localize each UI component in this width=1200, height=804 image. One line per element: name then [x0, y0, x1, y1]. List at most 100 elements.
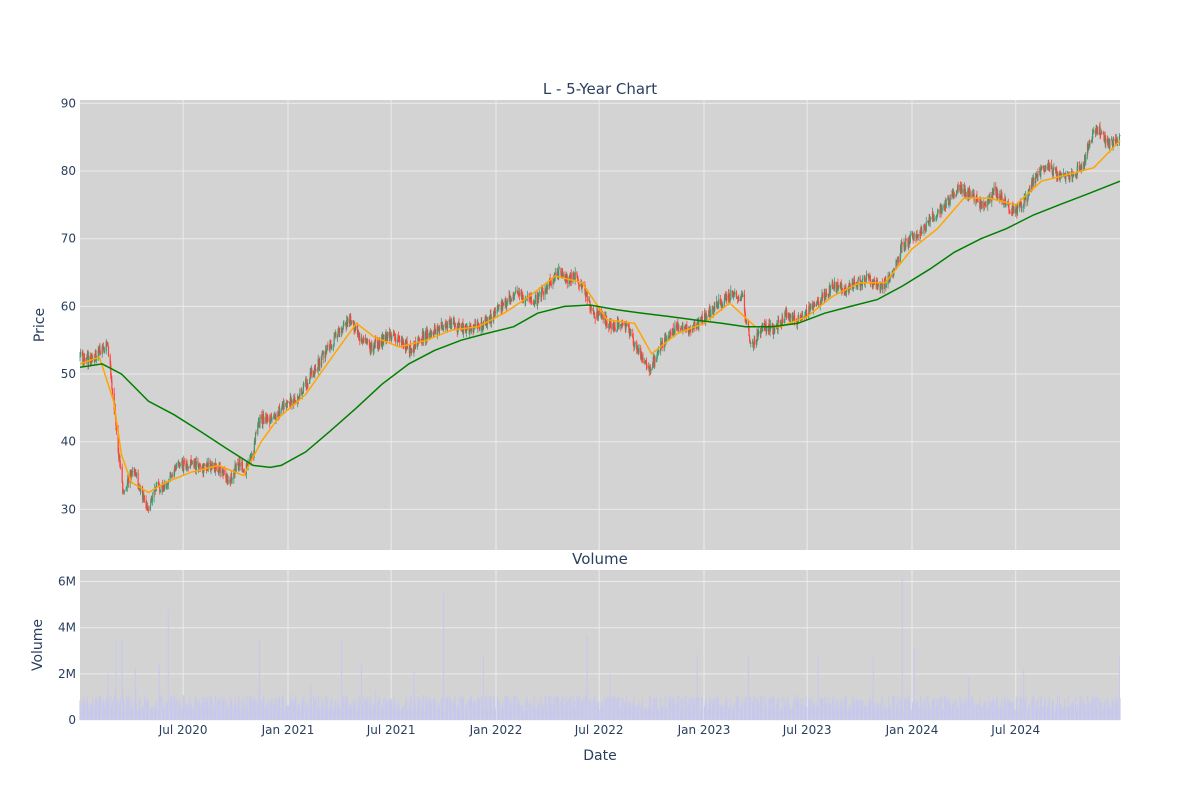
volume-bar	[842, 710, 843, 720]
candlestick-body	[351, 320, 352, 322]
candlestick-body	[461, 324, 462, 331]
candlestick-body	[192, 461, 193, 463]
candlestick-body	[599, 311, 600, 316]
volume-bar	[148, 701, 149, 720]
volume-bar	[718, 705, 719, 720]
volume-y-tick-label: 6M	[58, 575, 76, 589]
candlestick	[1013, 206, 1014, 214]
price-y-tick-label: 80	[61, 164, 76, 178]
candlestick-body	[666, 339, 667, 340]
candlestick-body	[435, 329, 436, 334]
candlestick-body	[733, 295, 734, 298]
candlestick-body	[361, 338, 362, 340]
candlestick-body	[407, 347, 408, 348]
candlestick-body	[993, 187, 994, 191]
volume-bar	[248, 708, 249, 720]
candlestick-body	[180, 465, 181, 466]
volume-bar	[260, 698, 261, 720]
candlestick-body	[726, 295, 727, 300]
volume-bar	[790, 710, 791, 720]
candlestick-body	[387, 332, 388, 338]
volume-bar	[762, 707, 763, 720]
volume-bar	[571, 696, 572, 720]
candlestick-body	[754, 339, 755, 345]
volume-bar	[108, 699, 109, 720]
volume-bar	[894, 696, 895, 720]
candlestick-body	[954, 193, 955, 197]
volume-bar	[646, 710, 647, 720]
volume-bar	[778, 698, 779, 720]
volume-bar	[726, 699, 727, 720]
volume-bar	[798, 702, 799, 720]
candlestick-body	[172, 475, 173, 476]
volume-bar	[120, 698, 121, 720]
volume-bar	[615, 699, 616, 720]
candlestick-body	[188, 467, 189, 468]
candlestick-body	[451, 324, 452, 329]
volume-bar	[104, 707, 105, 720]
candlestick-body	[427, 331, 428, 338]
volume-bar	[730, 705, 731, 720]
volume-bar	[850, 708, 851, 720]
candlestick-body	[595, 318, 596, 319]
volume-bar	[882, 709, 883, 720]
candlestick-body	[547, 285, 548, 291]
volume-bar	[164, 709, 165, 720]
volume-bar	[271, 700, 272, 720]
volume-bar	[686, 704, 687, 720]
candlestick-body	[774, 328, 775, 332]
candlestick-body	[898, 257, 899, 263]
volume-bar	[838, 708, 839, 720]
volume-bar	[595, 697, 596, 720]
volume-bar	[487, 709, 488, 720]
candlestick-body	[176, 463, 177, 469]
candlestick-body	[319, 361, 320, 367]
candlestick-body	[910, 235, 911, 243]
candlestick-body	[1032, 178, 1033, 186]
candlestick-body	[271, 419, 272, 420]
volume-bar	[307, 704, 308, 720]
volume-bar	[507, 695, 508, 720]
volume-bar	[188, 704, 189, 720]
volume-bar	[806, 707, 807, 720]
volume-bar	[459, 696, 460, 720]
volume-bar	[403, 705, 404, 720]
candlestick-body	[419, 338, 420, 340]
candlestick-body	[838, 285, 839, 289]
candlestick-body	[327, 345, 328, 346]
volume-bar	[371, 709, 372, 720]
candlestick-body	[579, 284, 580, 286]
candlestick-body	[307, 384, 308, 385]
volume-bar	[862, 700, 863, 720]
volume-bar	[200, 708, 201, 720]
volume-bar	[347, 702, 348, 720]
volume-bar	[511, 700, 512, 720]
volume-bar	[722, 707, 723, 720]
volume-bar	[423, 695, 424, 720]
candlestick-body	[882, 283, 883, 289]
candlestick	[236, 462, 237, 472]
volume-y-tick-label: 0	[68, 713, 76, 727]
candlestick-body	[279, 411, 280, 414]
price-y-tick-label: 90	[61, 96, 76, 110]
volume-bar	[814, 707, 815, 720]
candlestick-body	[1093, 131, 1094, 132]
volume-bar	[547, 710, 548, 720]
volume-bar	[826, 705, 827, 720]
candlestick-body	[978, 202, 979, 203]
candlestick-body	[650, 368, 651, 371]
candlestick-body	[1081, 166, 1082, 169]
volume-bar	[603, 707, 604, 720]
volume-bar	[551, 697, 552, 720]
volume-bar	[886, 706, 887, 720]
volume-bar	[299, 710, 300, 720]
volume-bar	[710, 699, 711, 720]
volume-bar	[184, 696, 185, 720]
candlestick-body	[1005, 204, 1006, 205]
candlestick-body	[918, 235, 919, 237]
candlestick-body	[958, 185, 959, 190]
candlestick-body	[287, 402, 288, 403]
volume-bar	[100, 695, 101, 720]
